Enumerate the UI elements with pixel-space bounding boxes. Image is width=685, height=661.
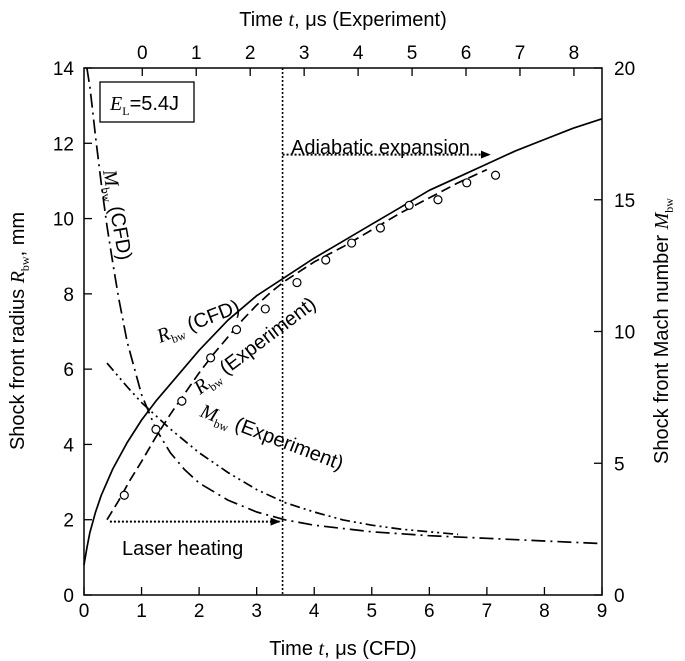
- right-tick-label: 5: [614, 454, 625, 475]
- data-point-1: [119, 490, 129, 500]
- bottom-tick-label: 7: [482, 601, 493, 622]
- data-point-6: [260, 304, 270, 314]
- energy-label-box: EL=5.4J: [99, 81, 195, 123]
- data-point-13: [462, 178, 472, 188]
- top-tick-label: 2: [245, 43, 256, 64]
- right-tick-label: 20: [614, 59, 635, 80]
- top-tick-label: 8: [569, 43, 580, 64]
- data-point-5: [231, 325, 242, 335]
- data-point-3: [177, 396, 187, 406]
- data-point-4: [206, 353, 216, 363]
- top-tick-label: 1: [191, 43, 202, 64]
- top-tick-label: 4: [353, 43, 364, 64]
- bottom-tick-label: 4: [309, 601, 320, 622]
- top-tick-label: 5: [407, 43, 418, 64]
- data-point-10: [375, 223, 386, 233]
- bottom-tick-label: 8: [539, 601, 550, 622]
- data-point-9: [347, 238, 357, 248]
- bottom-axis-title: Time t, μs (CFD): [269, 638, 416, 660]
- left-tick-label: 12: [53, 134, 74, 155]
- right-tick-label: 15: [614, 191, 635, 212]
- bottom-tick-label: 0: [79, 601, 90, 622]
- right-axis-title: Shock front Mach number Mbw: [651, 198, 676, 464]
- left-axis-title: Shock front radius Rbw, mm: [7, 212, 32, 450]
- data-markers: [119, 170, 501, 500]
- right-tick-label: 0: [614, 586, 625, 607]
- left-tick-label: 0: [63, 586, 74, 607]
- data-point-7: [292, 277, 302, 288]
- data-point-2: [151, 424, 161, 434]
- bottom-tick-label: 2: [194, 601, 205, 622]
- label-mbw-cfd: Mbw (CFD): [95, 167, 136, 262]
- data-point-11: [404, 200, 414, 210]
- label-rbw-cfd: Rbw (CFD): [153, 296, 244, 351]
- bottom-tick-label: 5: [366, 601, 377, 622]
- series-line-5: [106, 362, 459, 536]
- bottom-tick-label: 1: [136, 601, 147, 622]
- left-tick-label: 8: [63, 285, 74, 306]
- bottom-tick-label: 9: [597, 601, 608, 622]
- bottom-tick-label: 6: [424, 601, 435, 622]
- left-tick-label: 2: [63, 511, 74, 532]
- series-line-1: [83, 117, 603, 566]
- top-tick-label: 7: [515, 43, 526, 64]
- laser-heating-label: Laser heating: [113, 531, 275, 561]
- left-tick-label: 6: [63, 360, 74, 381]
- left-tick-label: 4: [63, 435, 74, 456]
- top-tick-label: 3: [299, 43, 310, 64]
- bottom-tick-label: 3: [251, 601, 262, 622]
- top-axis-title: Time t, μs (Experiment): [239, 9, 447, 31]
- left-tick-label: 10: [53, 210, 74, 231]
- left-tick-label: 14: [53, 59, 75, 80]
- series-line-4: [86, 67, 603, 545]
- top-tick-label: 6: [461, 43, 472, 64]
- data-point-12: [433, 195, 443, 205]
- data-point-14: [490, 170, 501, 180]
- top-tick-label: 0: [137, 43, 148, 64]
- svg-text:EL=5.4J: EL=5.4J: [109, 93, 179, 118]
- adiabatic-expansion-label: Adiabatic expansion: [291, 137, 470, 159]
- svg-text:Laser heating: Laser heating: [122, 538, 243, 560]
- right-tick-label: 10: [614, 323, 635, 344]
- data-point-8: [321, 255, 331, 265]
